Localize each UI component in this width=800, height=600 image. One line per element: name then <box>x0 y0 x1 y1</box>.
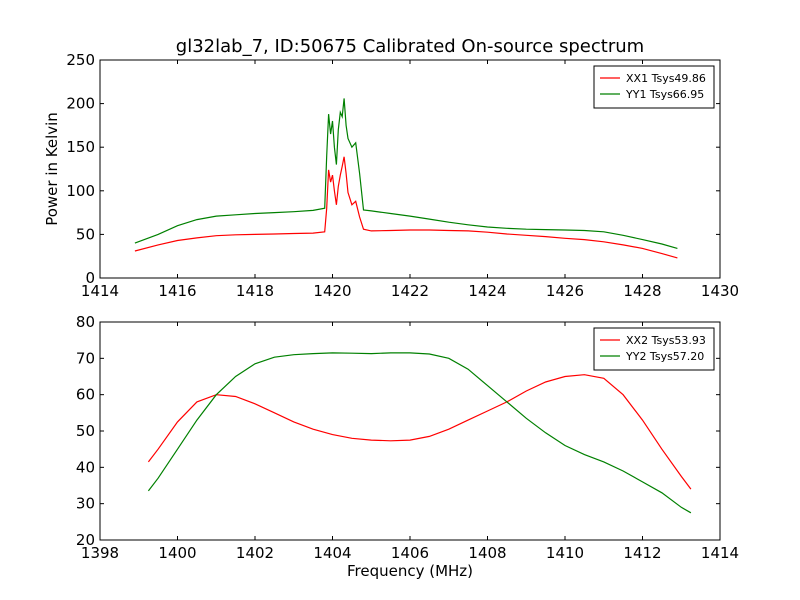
series-line-xx1 <box>134 156 678 259</box>
legend-label: YY1 Tsys66.95 <box>625 88 704 101</box>
series-line-yy1 <box>134 98 678 249</box>
x-tick-label: 1402 <box>236 544 274 562</box>
x-tick-label: 1406 <box>391 544 429 562</box>
y-tick-label: 60 <box>76 386 95 404</box>
x-tick-label: 1422 <box>391 282 429 300</box>
legend-box <box>593 65 715 109</box>
x-tick-label: 1412 <box>623 544 661 562</box>
x-tick-label: 1426 <box>546 282 584 300</box>
y-tick-label: 50 <box>76 225 95 243</box>
legend: XX1 Tsys49.86 YY1 Tsys66.95 <box>593 65 715 109</box>
figure-title: gl32lab_7, ID:50675 Calibrated On-source… <box>176 36 644 57</box>
y-axis-label: Power in Kelvin <box>43 112 61 226</box>
legend-label: YY2 Tsys57.20 <box>625 350 704 363</box>
x-tick-label: 1400 <box>158 544 196 562</box>
y-tick-label: 0 <box>85 269 95 287</box>
x-tick-label: 1428 <box>623 282 661 300</box>
x-tick-label: 1424 <box>468 282 506 300</box>
y-tick-label: 20 <box>76 531 95 549</box>
legend-label: XX2 Tsys53.93 <box>626 334 706 347</box>
y-tick-label: 150 <box>66 138 95 156</box>
x-axis-label: Frequency (MHz) <box>347 562 473 580</box>
x-tick-label: 1420 <box>313 282 351 300</box>
x-tick-label: 1408 <box>468 544 506 562</box>
series-line-yy2 <box>147 352 692 514</box>
y-tick-label: 30 <box>76 495 95 513</box>
y-tick-label: 80 <box>76 313 95 331</box>
legend-box <box>593 327 715 371</box>
y-tick-label: 200 <box>66 95 95 113</box>
x-tick-label: 1430 <box>701 282 739 300</box>
x-tick-label: 1414 <box>81 282 119 300</box>
x-tick-label: 1416 <box>158 282 196 300</box>
series-line-xx2 <box>147 374 692 490</box>
legend-label: XX1 Tsys49.86 <box>626 72 706 85</box>
x-tick-label: 1414 <box>701 544 739 562</box>
top-panel-xx1-yy1: 1414 1416 1418 1420 1422 1424 1426 1428 1430 0 50 1… <box>43 51 739 300</box>
x-tick-label: 1410 <box>546 544 584 562</box>
x-tick-label: 1398 <box>81 544 119 562</box>
y-tick-label: 50 <box>76 422 95 440</box>
x-tick-label: 1418 <box>236 282 274 300</box>
bottom-panel-xx2-yy2: 1398 1400 1402 1404 1406 1408 1410 1412 1414 20 30… <box>76 313 739 580</box>
x-tick-label: 1404 <box>313 544 351 562</box>
y-tick-label: 70 <box>76 349 95 367</box>
legend: XX2 Tsys53.93 YY2 Tsys57.20 <box>593 327 715 371</box>
y-tick-label: 250 <box>66 51 95 69</box>
y-tick-label: 40 <box>76 458 95 476</box>
y-tick-label: 100 <box>66 182 95 200</box>
